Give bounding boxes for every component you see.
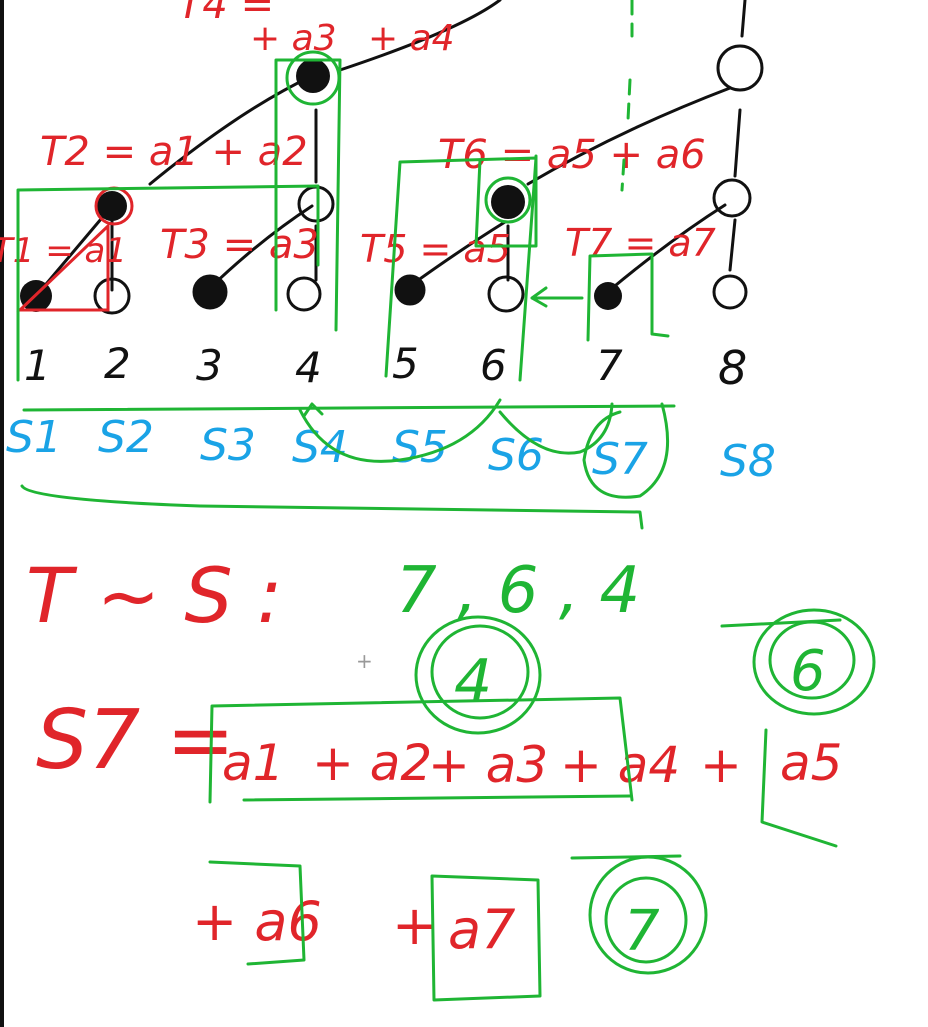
edge-4-8 — [338, 0, 502, 72]
node-8-top — [716, 44, 764, 92]
edge-5-6 — [408, 220, 507, 288]
circle-7-bar — [570, 854, 682, 860]
equation-line-1: S7 = a1 + a2 + a3 + a4 + a5 — [36, 693, 842, 848]
node-4-top — [296, 59, 330, 93]
s-label-1: S1 — [6, 412, 62, 463]
edge-8b — [733, 108, 742, 178]
s4-s6-arc — [298, 398, 502, 463]
t1-label: T1 = a1 — [0, 231, 127, 271]
s-row-topline — [22, 404, 676, 412]
t6-span-box — [384, 156, 538, 382]
t5-label: T5 = a5 — [360, 227, 511, 271]
edge-8-8 — [728, 218, 737, 272]
tree-edges — [34, 0, 747, 298]
t1-t2-triangle — [16, 222, 110, 312]
node-8-mid — [712, 178, 752, 218]
circled-number-6: 6 — [790, 639, 826, 704]
index-1: 1 — [24, 341, 51, 390]
node-6-leaf — [487, 275, 525, 313]
circle-7-inner — [604, 876, 688, 964]
s4-arrowhead — [302, 402, 324, 418]
node-6 — [491, 185, 525, 219]
t7-label: T7 = a7 — [565, 221, 716, 265]
circled-numbers: 4 6 7 — [414, 608, 876, 975]
index-8: 8 — [718, 341, 747, 395]
node-5 — [394, 274, 426, 306]
a1-a4-box — [208, 696, 634, 804]
a1-a4-underline — [242, 794, 632, 802]
index-2: 2 — [104, 339, 131, 388]
edge-2-4top — [148, 74, 314, 186]
node-2 — [97, 191, 127, 221]
left-window-edge — [0, 0, 4, 1027]
t2-label: T2 = a1 + a2 — [40, 129, 308, 175]
s-label-5: S5 — [392, 422, 448, 473]
edge-6-8 — [526, 86, 732, 186]
term-a1: a1 — [222, 734, 284, 792]
tree-highlights — [16, 0, 670, 382]
term-a2: + a2 — [312, 734, 432, 792]
node-8-leaf — [712, 274, 748, 310]
s-label-8: S8 — [720, 436, 776, 487]
node-2-leaf — [93, 277, 131, 315]
a5-bracket — [760, 728, 838, 848]
t4-span-box — [16, 184, 320, 382]
divider-dashed — [620, 0, 634, 192]
s-label-2: S2 — [98, 412, 154, 463]
t7-box — [586, 252, 670, 342]
index-3: 3 — [196, 341, 223, 390]
s-label-row: S1 S2 S3 S4 S5 S6 S7 S8 — [6, 412, 776, 487]
t4-term-a4: + a4 — [368, 18, 455, 59]
t3-label: T3 = a3 — [160, 222, 319, 268]
term-a7: a7 — [448, 898, 515, 961]
node-4-mid — [297, 185, 335, 223]
cursor-crosshair: + — [356, 649, 373, 673]
s-label-6: S6 — [488, 430, 544, 481]
node-7 — [594, 282, 622, 310]
a7-box — [430, 874, 542, 1002]
t4-column-box — [274, 58, 342, 332]
edge-7-8 — [608, 203, 727, 292]
circle-4-outer — [414, 615, 542, 735]
index-row: 1 2 3 4 5 6 7 8 — [24, 339, 747, 395]
index-4: 4 — [295, 343, 322, 392]
node-6-green-ring — [484, 176, 532, 224]
s-label-7: S7 — [592, 434, 648, 485]
s-highlights — [20, 398, 676, 530]
t7-arrow — [530, 286, 584, 308]
equation-lhs: S7 = — [36, 693, 235, 788]
index-7: 7 — [596, 341, 623, 390]
s-label-4: S4 — [292, 422, 348, 473]
s7-ring — [582, 402, 670, 499]
s6-s7-arc — [498, 402, 614, 455]
index-6: 6 — [480, 341, 507, 390]
circle-6-bar — [720, 618, 842, 628]
a6-box — [208, 860, 306, 966]
term-plus-2: + — [392, 894, 437, 957]
circle-4-inner — [430, 624, 530, 720]
edge-8top — [740, 0, 747, 38]
term-plus: + — [700, 736, 742, 794]
relation-lhs: T ~ S : — [26, 551, 282, 640]
s1-s7-bracket — [20, 484, 644, 530]
circled-number-4: 4 — [454, 647, 492, 717]
term-a3: + a3 — [428, 736, 548, 794]
node-4-leaf — [286, 276, 322, 312]
t4-partial: T4 = — [178, 0, 274, 28]
tree-nodes — [20, 44, 764, 315]
s-label-3: S3 — [200, 420, 256, 471]
relation-sequence: 7 , 6 , 4 — [396, 554, 640, 628]
term-a4: + a4 — [560, 736, 680, 794]
t6-node-box — [474, 154, 538, 248]
circled-number-7: 7 — [624, 899, 660, 964]
equation-line-2: + a6 + a7 — [192, 860, 542, 1002]
node-3 — [192, 274, 228, 310]
index-5: 5 — [392, 339, 419, 388]
circle-6-outer — [752, 608, 876, 716]
term-a5: a5 — [780, 734, 842, 792]
t6-label: T6 = a5 + a6 — [438, 132, 706, 178]
relation-line: T ~ S : 7 , 6 , 4 + — [26, 551, 640, 673]
tree-annotations: T4 = + a3 + a4 T2 = a1 + a2 T1 = a1 T3 =… — [0, 0, 716, 312]
